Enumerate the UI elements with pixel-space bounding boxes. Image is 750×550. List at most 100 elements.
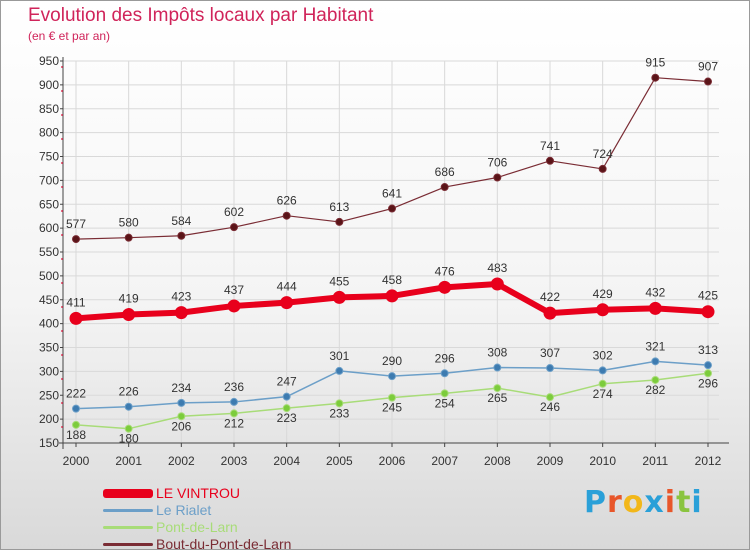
x-tick-label: 2012 [695, 454, 722, 468]
data-label: 476 [435, 264, 455, 278]
data-point [174, 306, 188, 320]
y-tick-label: 600 [39, 221, 59, 235]
data-label: 223 [277, 411, 297, 425]
legend-item-bout-du-pont-de-larn: Bout-du-Pont-de-Larn [101, 536, 361, 549]
series-le-vintrou [69, 277, 715, 325]
data-label: 626 [277, 194, 297, 208]
data-point [546, 393, 554, 402]
y-tick-label: 200 [39, 412, 59, 426]
data-point [335, 399, 344, 408]
data-point [282, 392, 291, 401]
data-point [69, 311, 83, 325]
data-label: 432 [645, 285, 665, 299]
legend-item-pont-de-larn: Pont-de-Larn [101, 519, 361, 536]
data-point [177, 412, 186, 421]
y-tick-label: 500 [39, 269, 59, 283]
x-tick-label: 2002 [168, 454, 195, 468]
x-tick-label: 2001 [115, 454, 142, 468]
x-tick-label: 2011 [642, 454, 668, 468]
data-label: 234 [171, 381, 191, 395]
proxiti-logo: Proxiti [584, 485, 703, 520]
data-label: 724 [593, 147, 613, 161]
x-tick-label: 2010 [589, 454, 616, 468]
data-label: 321 [645, 339, 665, 353]
data-point [543, 306, 557, 320]
data-point [230, 223, 238, 232]
data-label: 455 [329, 274, 349, 288]
data-label: 422 [540, 290, 560, 304]
data-point [227, 299, 241, 313]
x-tick-label: 2009 [537, 454, 564, 468]
data-point [335, 217, 344, 226]
data-label: 254 [435, 396, 455, 410]
data-label: 580 [119, 216, 139, 230]
data-label: 247 [277, 375, 297, 389]
y-tick-label: 650 [39, 197, 59, 211]
data-label: 641 [382, 187, 402, 201]
data-label: 613 [329, 200, 349, 214]
x-tick-label: 2004 [273, 454, 300, 468]
data-label: 686 [435, 165, 455, 179]
series-bout-du-pont-de-larn [72, 73, 712, 244]
data-point [72, 420, 80, 429]
data-label: 296 [698, 376, 718, 390]
x-tick-label: 2007 [431, 454, 458, 468]
chart-title: Evolution des Impôts locaux par Habitant [28, 5, 374, 26]
data-label: 290 [382, 354, 402, 368]
y-tick-label: 550 [39, 245, 59, 259]
data-point [493, 384, 502, 393]
legend-label: LE VINTROU [156, 485, 241, 501]
data-point [440, 369, 449, 378]
data-label: 233 [329, 406, 349, 420]
data-label: 706 [487, 156, 507, 170]
data-point [598, 379, 607, 388]
data-point [388, 372, 396, 381]
x-tick-label: 2006 [379, 454, 406, 468]
y-tick-label: 900 [39, 78, 59, 92]
data-label: 444 [277, 280, 297, 294]
data-label: 411 [66, 295, 85, 309]
data-point [493, 363, 502, 372]
data-point [440, 389, 449, 398]
legend-swatch [103, 509, 153, 512]
data-point [704, 369, 712, 378]
data-label: 265 [487, 391, 507, 405]
data-label: 423 [171, 290, 191, 304]
data-label: 425 [698, 289, 718, 303]
data-point [704, 361, 712, 370]
legend-label: Le Rialet [156, 502, 212, 518]
legend: LE VINTROU Le Rialet Pont-de-Larn Bout-d… [101, 485, 361, 549]
data-label: 741 [540, 139, 560, 153]
x-tick-label: 2000 [63, 454, 90, 468]
data-label: 419 [119, 292, 139, 306]
data-point [596, 303, 610, 317]
data-point [335, 366, 344, 375]
data-point [546, 156, 554, 165]
data-label: 577 [66, 217, 86, 231]
data-label: 308 [487, 346, 507, 360]
data-label: 212 [224, 416, 244, 430]
legend-swatch [103, 543, 153, 546]
data-point [438, 280, 452, 294]
y-tick-label: 800 [39, 126, 59, 140]
y-tick-label: 850 [39, 102, 59, 116]
logo-letter: r [607, 485, 623, 520]
x-tick-label: 2008 [484, 454, 511, 468]
logo-letter: P [584, 485, 607, 520]
data-point [388, 204, 396, 213]
data-label: 602 [224, 205, 244, 219]
data-label: 246 [540, 400, 560, 414]
data-point [124, 424, 133, 433]
data-point [651, 73, 660, 82]
series-pont-de-larn [72, 369, 712, 433]
data-label: 188 [66, 428, 86, 442]
data-label: 236 [224, 380, 244, 394]
data-point [72, 235, 80, 244]
data-label: 206 [171, 419, 191, 433]
legend-swatch [103, 526, 153, 529]
x-tick-label: 2003 [221, 454, 248, 468]
y-tick-label: 250 [39, 388, 59, 402]
data-point [598, 366, 607, 375]
logo-letter: i [664, 485, 677, 520]
